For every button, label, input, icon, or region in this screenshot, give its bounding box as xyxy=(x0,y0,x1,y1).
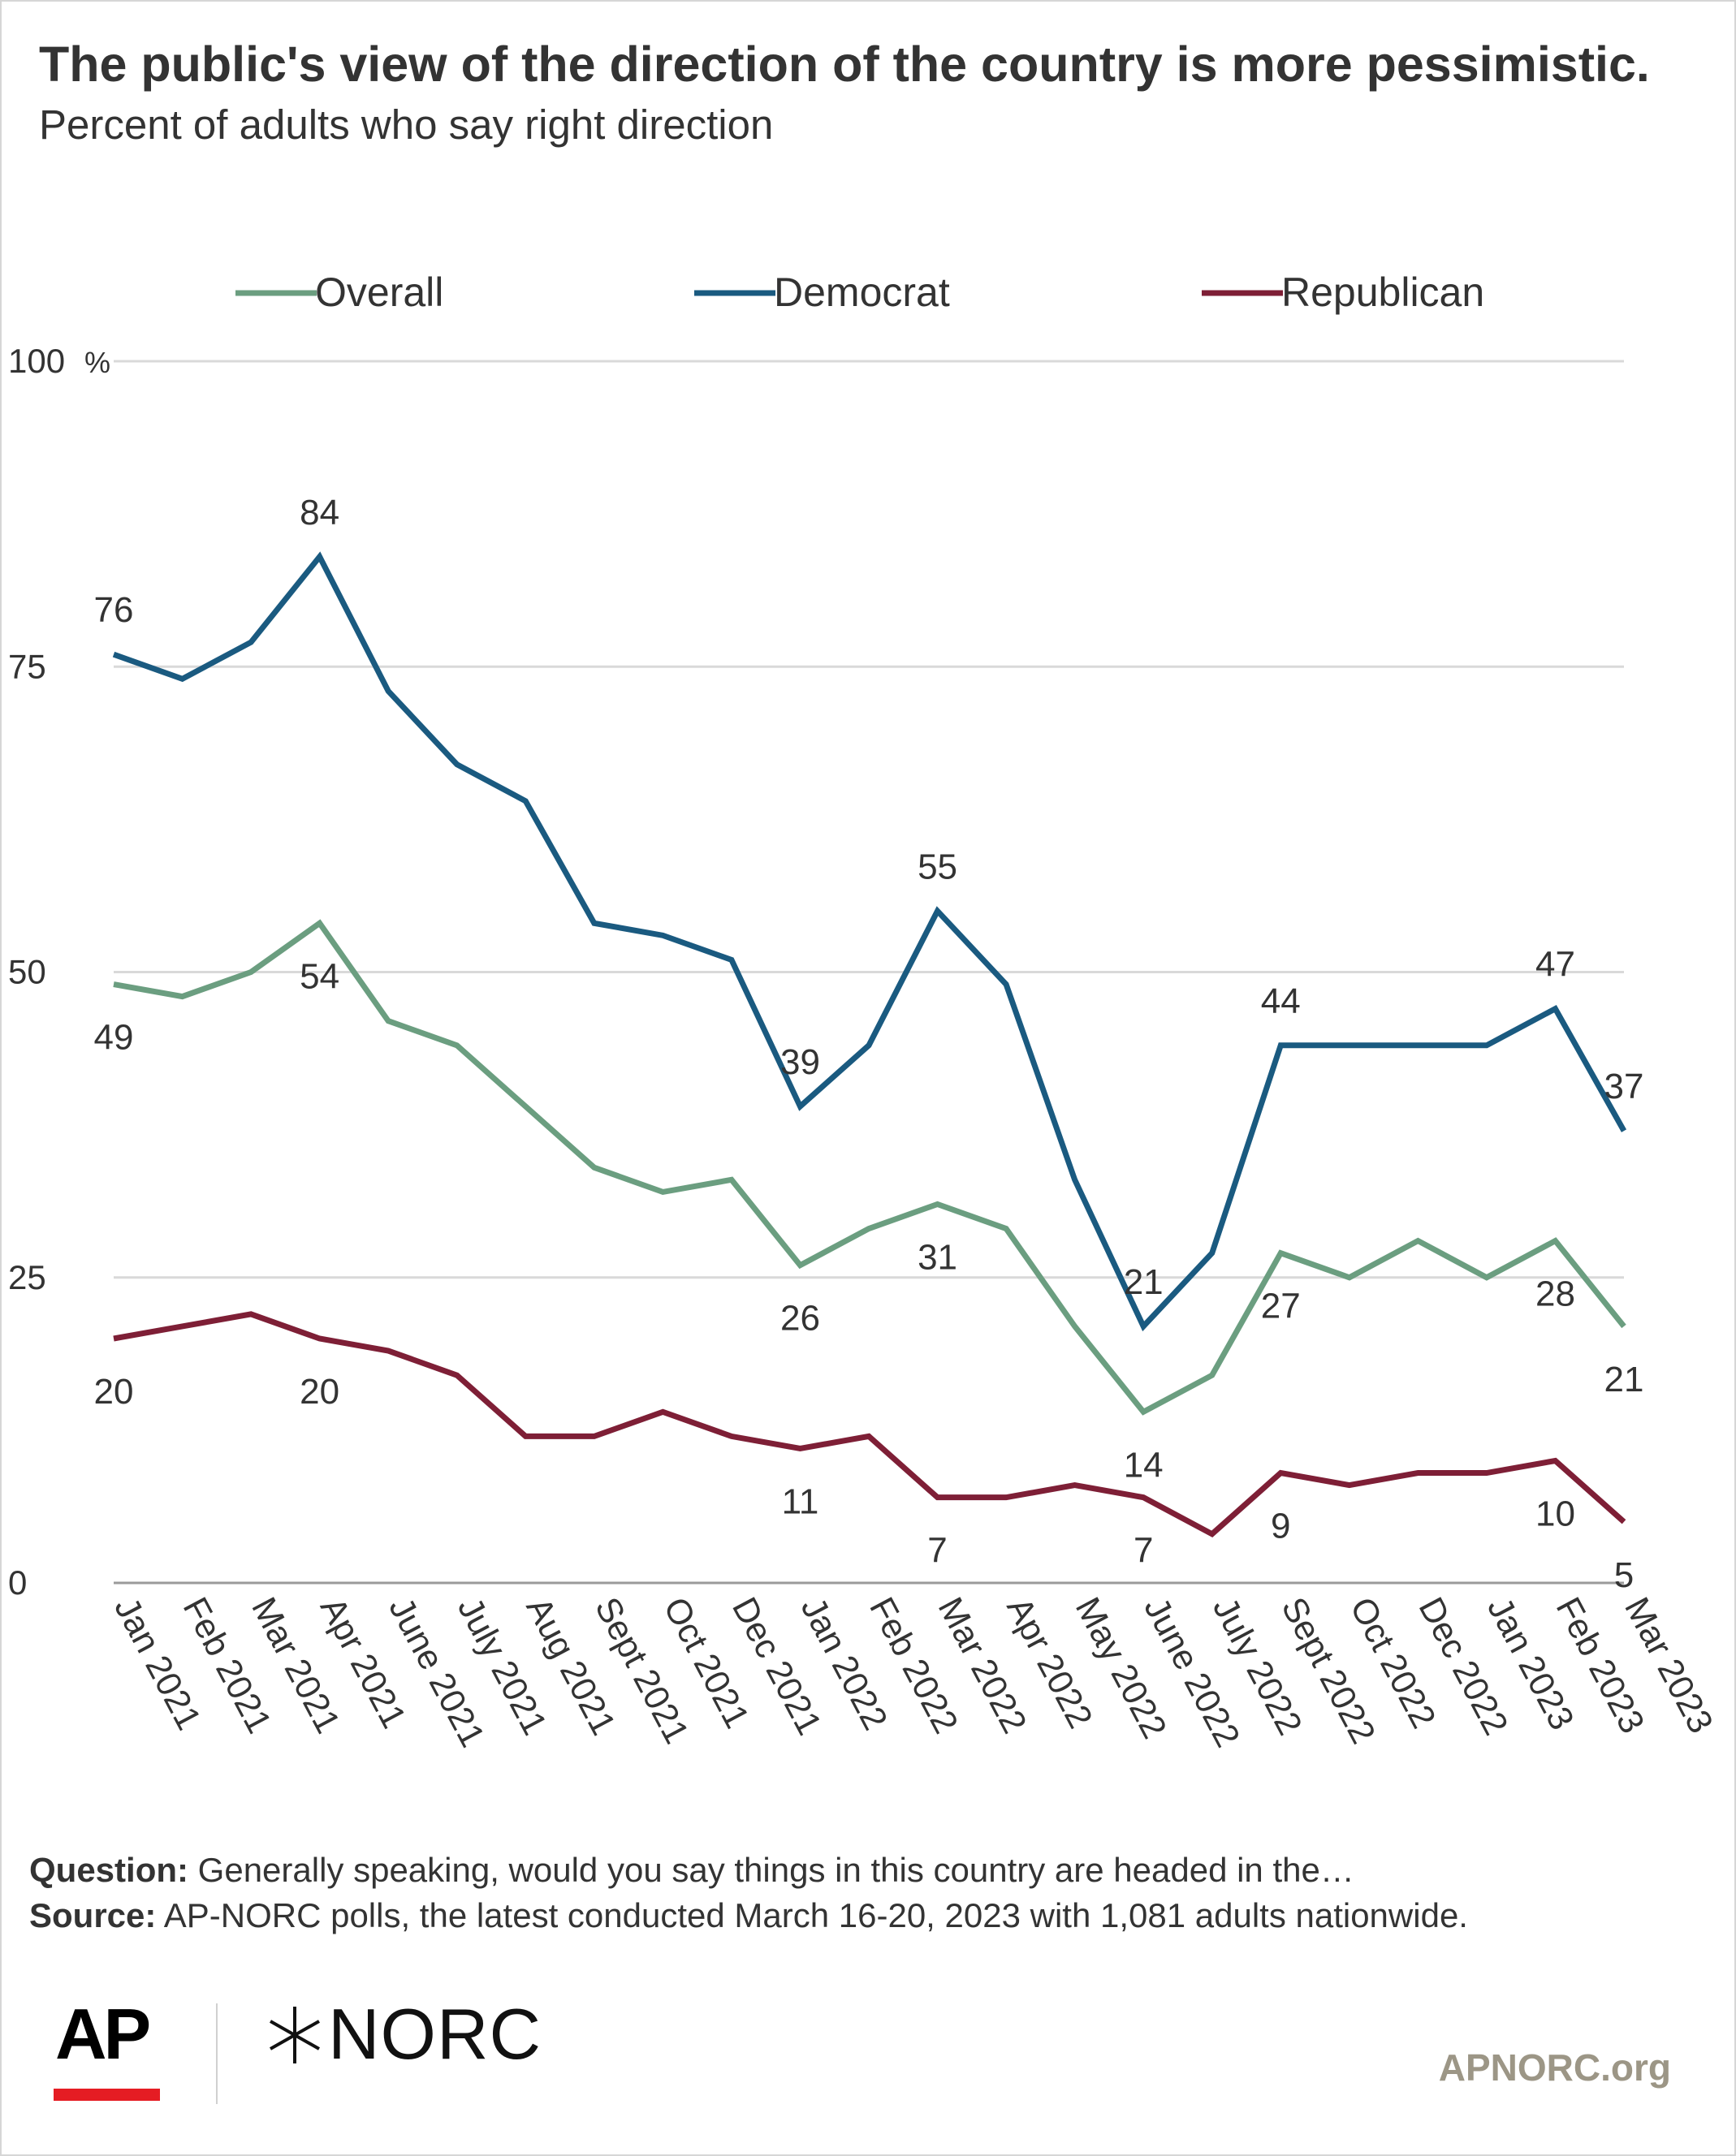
data-label: 44 xyxy=(1261,981,1301,1021)
data-label: 31 xyxy=(918,1237,957,1277)
norc-star-icon xyxy=(270,2007,320,2063)
y-unit-label: % xyxy=(84,346,110,379)
data-label: 37 xyxy=(1604,1067,1644,1106)
logo-divider xyxy=(216,2003,218,2104)
site-link[interactable]: APNORC.org xyxy=(1438,2046,1671,2089)
data-label: 55 xyxy=(918,847,957,886)
data-label: 7 xyxy=(1134,1531,1153,1571)
question-label: Question: xyxy=(29,1851,188,1889)
series-line-republican xyxy=(113,1311,1626,1538)
y-tick-label: 75 xyxy=(8,647,46,685)
data-label: 7 xyxy=(927,1531,947,1571)
data-label: 20 xyxy=(300,1372,339,1412)
data-label: 54 xyxy=(300,956,339,996)
data-label: 5 xyxy=(1614,1555,1634,1595)
data-label: 49 xyxy=(94,1018,134,1058)
norc-logo: NORC xyxy=(266,1993,542,2076)
legend-label-republican: Republican xyxy=(1281,270,1484,315)
data-label: 20 xyxy=(94,1372,134,1412)
source-note: Source: AP-NORC polls, the latest conduc… xyxy=(29,1896,1468,1935)
data-label: 11 xyxy=(782,1481,819,1521)
source-text: AP-NORC polls, the latest conducted Marc… xyxy=(163,1896,1468,1934)
ap-logo-bar xyxy=(54,2089,160,2101)
legend-label-democrat: Democrat xyxy=(774,270,950,315)
norc-logo-text: NORC xyxy=(328,1994,542,2074)
series-line-democrat xyxy=(112,551,1627,1332)
data-label: 84 xyxy=(300,493,339,533)
data-label: 47 xyxy=(1535,945,1575,985)
data-label: 10 xyxy=(1535,1494,1575,1534)
y-tick-label: 25 xyxy=(8,1258,46,1296)
y-tick-label: 100 xyxy=(8,342,65,380)
data-label: 21 xyxy=(1604,1360,1644,1399)
question-note: Question: Generally speaking, would you … xyxy=(29,1851,1354,1890)
data-label: 28 xyxy=(1535,1274,1575,1314)
chart-subtitle: Percent of adults who say right directio… xyxy=(39,101,774,148)
data-label: 27 xyxy=(1261,1287,1301,1326)
data-label: 14 xyxy=(1124,1445,1164,1485)
data-label: 21 xyxy=(1124,1262,1164,1302)
y-tick-label: 0 xyxy=(8,1563,27,1602)
ap-logo: AP xyxy=(55,1994,151,2074)
series-line-overall xyxy=(113,919,1626,1416)
source-label: Source: xyxy=(29,1896,157,1934)
data-label: 9 xyxy=(1271,1507,1290,1546)
y-tick-label: 50 xyxy=(8,953,46,991)
legend-label-overall: Overall xyxy=(315,270,443,315)
data-label: 39 xyxy=(780,1042,820,1082)
data-label: 76 xyxy=(94,590,134,630)
question-text: Generally speaking, would you say things… xyxy=(197,1851,1354,1889)
chart-title: The public's view of the direction of th… xyxy=(39,37,1650,92)
data-label: 26 xyxy=(780,1299,820,1339)
